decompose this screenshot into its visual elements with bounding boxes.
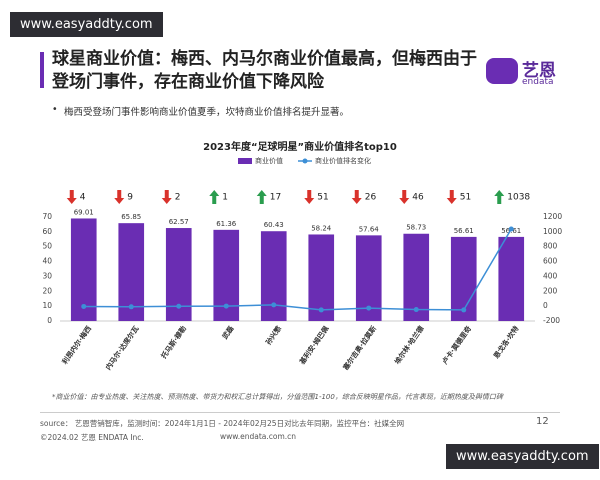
bar-value-label: 58.73: [406, 224, 426, 232]
bar: [450, 236, 477, 321]
rank-arrow: [494, 190, 505, 204]
rank-change-label: 26: [365, 193, 377, 203]
y-tick-label: 30: [42, 271, 52, 280]
rank-arrow: [209, 190, 220, 204]
x-tick-label: 恩戈洛·坎特: [492, 324, 521, 360]
legend-label: 商业价值: [255, 156, 283, 165]
bar: [308, 234, 335, 321]
slide-title: 球星商业价值：梅西、内马尔商业价值最高，但梅西由于登场门事件，存在商业价值下降风…: [52, 49, 477, 92]
y-tick-label: 60: [42, 227, 52, 236]
line-point: [508, 226, 514, 232]
chart: 2023年度“足球明星”商业价值排名top10 商业价值 商业价值排名变化0102…: [42, 140, 562, 372]
bullet-dot: •: [52, 104, 58, 115]
legend-swatch: [302, 158, 308, 164]
chart-title: 2023年度“足球明星”商业价值排名top10: [203, 140, 397, 153]
y-tick-label: 20: [42, 286, 52, 295]
x-tick-label: 利昂内尔·梅西: [60, 324, 93, 366]
rank-change-label: 17: [270, 193, 281, 203]
bar: [403, 233, 430, 321]
watermark: www.easyaddty.com: [10, 12, 163, 37]
x-tick-label: 托马斯·穆勒: [159, 324, 188, 360]
bar-value-label: 60.43: [264, 221, 284, 229]
rank-arrow: [114, 190, 125, 204]
rank-arrow: [351, 190, 362, 204]
y2-tick-label: -200: [543, 316, 560, 325]
bar-value-label: 65.85: [121, 213, 141, 221]
bullet-text: 梅西受登场门事件影响商业价值夏季，坎特商业价值排名提升显著。: [64, 107, 350, 118]
x-tick-label: 埃尔林·哈兰德: [393, 324, 426, 366]
y2-tick-label: 400: [543, 271, 558, 280]
y2-tick-label: 200: [543, 286, 558, 295]
page-number: 12: [536, 416, 549, 427]
line-point: [366, 305, 372, 311]
y2-tick-label: 600: [543, 257, 558, 266]
y-tick-label: 50: [42, 242, 52, 251]
y2-tick-label: 1200: [543, 212, 562, 221]
bar-value-label: 62.57: [169, 218, 189, 226]
logo-sub: endata: [522, 77, 554, 87]
line-point: [223, 303, 229, 309]
watermark: www.easyaddty.com: [446, 444, 599, 469]
x-tick-label: 孙兴慜: [264, 323, 284, 346]
bar-value-label: 56.61: [454, 227, 474, 235]
rank-arrow: [304, 190, 315, 204]
rank-change-label: 4: [80, 193, 86, 203]
y-tick-label: 10: [42, 301, 52, 310]
x-tick-label: 内马尔·达席尔瓦: [104, 324, 141, 371]
x-tick-label: 卢卡·莫德里奇: [440, 324, 473, 366]
rank-change-label: 46: [412, 193, 424, 203]
y-tick-label: 40: [42, 257, 52, 266]
bar-value-label: 69.01: [74, 208, 94, 216]
rank-arrow: [256, 190, 267, 204]
logo-text: 艺恩: [522, 61, 556, 81]
bar-value-label: 58.24: [311, 224, 332, 232]
bar: [70, 218, 97, 321]
x-tick-label: 武磊: [220, 324, 235, 341]
rank-arrow: [161, 190, 172, 204]
y2-tick-label: 1000: [543, 227, 562, 236]
footer-rule: [40, 412, 560, 413]
y2-tick-label: 800: [543, 242, 558, 251]
y-tick-label: 70: [42, 212, 52, 221]
legend-label: 商业价值排名变化: [315, 156, 371, 165]
footer-website: www.endata.com.cn: [220, 432, 297, 441]
bar-value-label: 61.36: [216, 220, 237, 228]
line-point: [461, 307, 467, 313]
line-point: [318, 307, 324, 313]
title-accent: [40, 52, 44, 88]
line-point: [128, 304, 134, 310]
bar: [260, 231, 287, 321]
footer-copyright: ©2024.02 艺恩 ENDATA Inc.: [40, 433, 144, 442]
rank-arrow: [66, 190, 77, 204]
bar-value-label: 57.64: [359, 225, 380, 233]
rank-change-label: 2: [175, 193, 181, 203]
rank-change-label: 1: [222, 193, 228, 203]
footer-source: source： 艺恩营销智库，监测时间：2024年1月1日 - 2024年02月…: [40, 419, 405, 428]
x-tick-label: 塞尔吉奥·拉莫斯: [341, 324, 378, 371]
line-point: [176, 303, 182, 309]
rank-change-label: 51: [317, 193, 328, 203]
line-point: [81, 303, 87, 309]
line: [83, 228, 512, 311]
x-tick-label: 基利安·姆巴佩: [297, 324, 331, 367]
rank-change-label: 51: [460, 193, 471, 203]
line-point: [413, 307, 419, 313]
logo-icon: [486, 58, 518, 84]
footnote: *商业价值：由专业热度、关注热度、预测热度、带货力和权汇总计算得出，分值范围1-…: [52, 393, 503, 401]
rank-arrow: [399, 190, 410, 204]
rank-change-label: 9: [127, 193, 133, 203]
bar: [498, 236, 525, 321]
line-point: [271, 302, 277, 308]
rank-arrow: [446, 190, 457, 204]
rank-change-label: 1038: [507, 193, 530, 203]
legend-swatch: [238, 158, 252, 164]
y2-tick-label: 0: [543, 301, 548, 310]
y-tick-label: 0: [47, 316, 52, 325]
